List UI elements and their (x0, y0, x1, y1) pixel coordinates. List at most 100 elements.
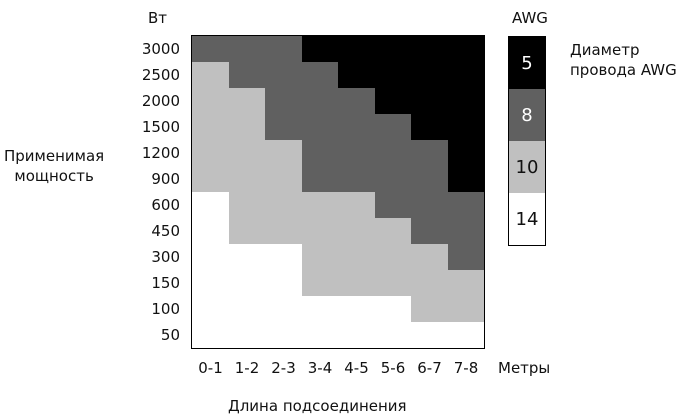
heatmap-cell (228, 322, 266, 349)
awg-legend: 5 8 10 14 (508, 36, 546, 246)
legend-swatch: 10 (509, 141, 545, 193)
heatmap-cell (301, 166, 339, 193)
heatmap-cell (228, 296, 266, 323)
heatmap-cell (301, 270, 339, 297)
heatmap-cell (411, 192, 449, 219)
y-tick-label: 900 (151, 170, 180, 188)
heatmap-cell (265, 140, 303, 167)
x-tick-label: 5-6 (380, 359, 406, 377)
y-axis-title: Применимая мощность (4, 147, 105, 185)
x-tick-label: 1-2 (234, 359, 260, 377)
heatmap-cell (374, 114, 412, 141)
heatmap-cell (447, 166, 485, 193)
heatmap-cell (301, 192, 339, 219)
heatmap-cell (447, 296, 485, 323)
heatmap-cell (338, 322, 376, 349)
x-tick-label: 0-1 (198, 359, 223, 377)
heatmap-grid (192, 36, 485, 349)
heatmap-cell (411, 88, 449, 115)
heatmap-cell (374, 322, 412, 349)
x-tick-label: 6-7 (417, 359, 442, 377)
heatmap-cell (338, 114, 376, 141)
y-tick-label: 300 (151, 248, 180, 266)
y-tick-label: 3000 (141, 40, 180, 58)
heatmap-cell (265, 192, 303, 219)
heatmap-cell (192, 244, 230, 271)
heatmap-cell (265, 88, 303, 115)
heatmap-cell (338, 218, 376, 245)
heatmap-cell (192, 322, 230, 349)
heatmap-cell (338, 166, 376, 193)
heatmap-cell (228, 270, 266, 297)
heatmap-cell (301, 140, 339, 167)
legend-swatch: 8 (509, 89, 545, 141)
heatmap-cell (447, 36, 485, 63)
heatmap-cell (192, 88, 230, 115)
heatmap-cell (228, 62, 266, 89)
heatmap-cell (301, 88, 339, 115)
heatmap-cell (447, 244, 485, 271)
y-tick-label: 2500 (141, 66, 180, 84)
heatmap-cell (265, 36, 303, 63)
y-tick-label: 1200 (141, 144, 180, 162)
heatmap-cell (411, 166, 449, 193)
heatmap-cell (338, 192, 376, 219)
heatmap-cell (265, 166, 303, 193)
heatmap-cell (228, 244, 266, 271)
heatmap-cell (228, 36, 266, 63)
x-axis-title: Длина подсоединения (228, 397, 407, 415)
heatmap-cell (265, 114, 303, 141)
heatmap-cell (228, 88, 266, 115)
heatmap-cell (411, 36, 449, 63)
x-tick-label: 7-8 (453, 359, 479, 377)
y-tick-label: 150 (151, 274, 180, 292)
heatmap-cell (301, 36, 339, 63)
heatmap-cell (447, 270, 485, 297)
heatmap-cell (374, 296, 412, 323)
heatmap-cell (447, 218, 485, 245)
heatmap-cell (374, 62, 412, 89)
y-tick-label: 50 (160, 326, 180, 344)
legend-title: AWG (512, 9, 548, 27)
heatmap-cell (374, 140, 412, 167)
heatmap-cell (301, 62, 339, 89)
x-tick-label: 3-4 (307, 359, 333, 377)
heatmap-cell (411, 244, 449, 271)
y-tick-label: 600 (151, 196, 180, 214)
y-tick-label: 100 (151, 300, 180, 318)
heatmap-cell (338, 140, 376, 167)
heatmap-cell (338, 36, 376, 63)
heatmap-cell (301, 244, 339, 271)
heatmap-cell (192, 114, 230, 141)
heatmap-cell (411, 62, 449, 89)
heatmap-cell (338, 244, 376, 271)
heatmap-cell (192, 296, 230, 323)
heatmap-cell (447, 322, 485, 349)
heatmap-cell (374, 244, 412, 271)
heatmap-cell (374, 192, 412, 219)
heatmap-cell (411, 218, 449, 245)
y-unit-label: Вт (148, 9, 168, 27)
heatmap-cell (374, 218, 412, 245)
legend-swatch: 14 (509, 193, 545, 245)
x-unit-label: Метры (498, 359, 551, 377)
heatmap-cell (411, 322, 449, 349)
heatmap-cell (228, 114, 266, 141)
heatmap-cell (265, 270, 303, 297)
heatmap-cell (374, 88, 412, 115)
heatmap-cell (338, 62, 376, 89)
heatmap-cell (338, 270, 376, 297)
y-tick-label: 450 (151, 222, 180, 240)
heatmap-cell (301, 114, 339, 141)
y-tick-label: 1500 (141, 118, 180, 136)
heatmap-cell (265, 244, 303, 271)
heatmap-cell (374, 166, 412, 193)
heatmap-cell (265, 218, 303, 245)
heatmap-cell (301, 322, 339, 349)
heatmap-cell (265, 62, 303, 89)
x-tick-label: 2-3 (271, 359, 296, 377)
heatmap-cell (228, 218, 266, 245)
heatmap-cell (338, 296, 376, 323)
heatmap-cell (301, 218, 339, 245)
heatmap-cell (374, 36, 412, 63)
